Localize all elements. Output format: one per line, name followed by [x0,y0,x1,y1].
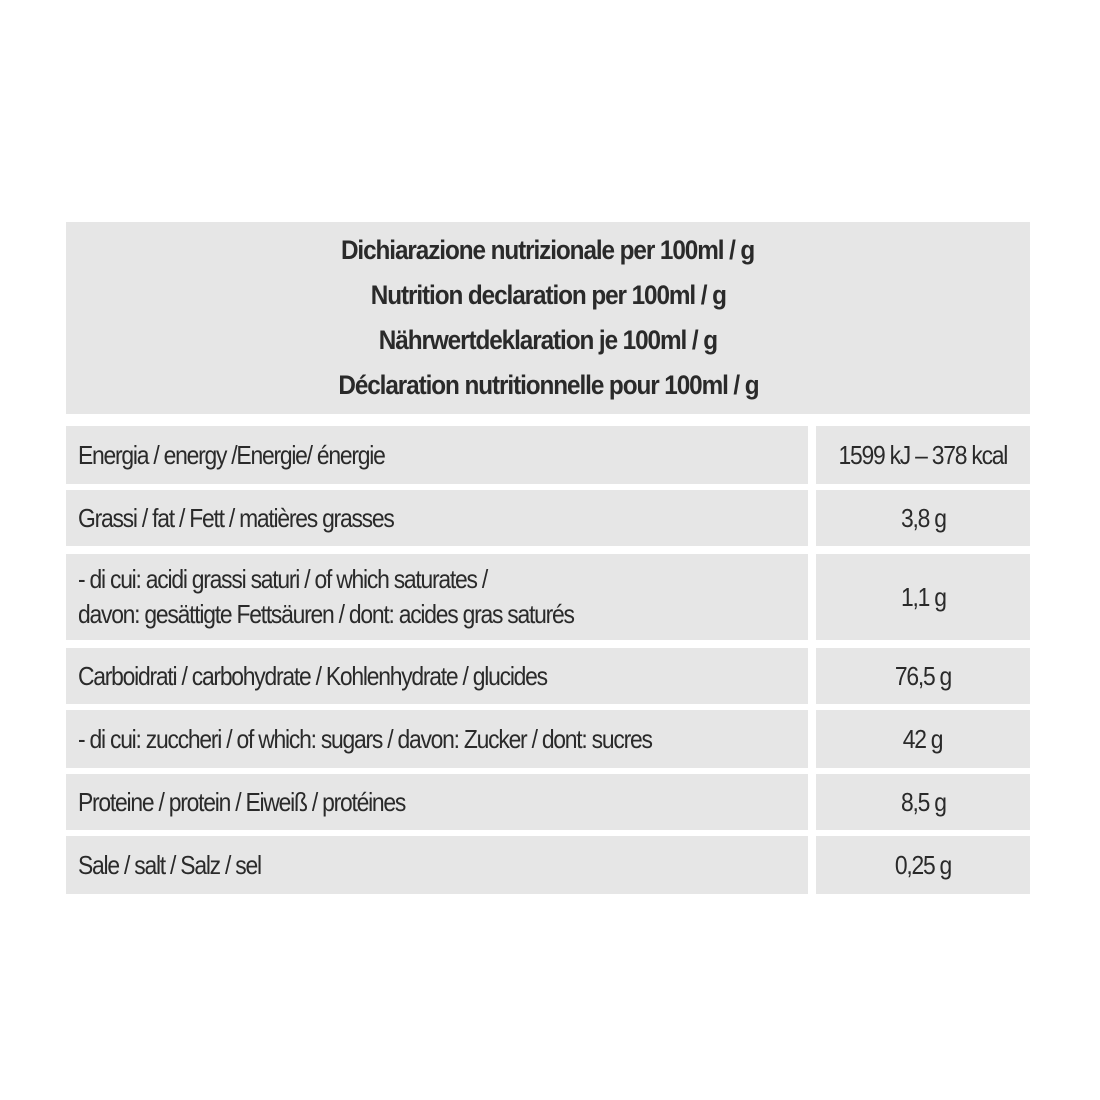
table-header: Dichiarazione nutrizionale per 100ml / g… [66,222,1030,414]
row-value: 76,5 g [816,648,1030,704]
table-row-saturates: - di cui: acidi grassi saturi / of which… [66,554,1030,640]
row-label: - di cui: acidi grassi saturi / of which… [66,554,808,640]
row-label: Sale / salt / Salz / sel [66,836,808,894]
label-text: Grassi / fat / Fett / matières grasses [78,502,395,533]
row-label: Grassi / fat / Fett / matières grasses [66,490,808,546]
label-text: Energia / energy /Energie/ énergie [78,439,386,470]
label-text: - di cui: zuccheri / of which: sugars / … [78,723,653,754]
table-row-salt: Sale / salt / Salz / sel 0,25 g [66,836,1030,894]
header-title-en: Nutrition declaration per 100ml / g [370,280,726,310]
row-value: 8,5 g [816,774,1030,830]
table-row-fat: Grassi / fat / Fett / matières grasses 3… [66,490,1030,546]
row-value: 3,8 g [816,490,1030,546]
value-text: 0,25 g [894,849,952,880]
row-value: 1599 kJ – 378 kcal [816,426,1030,484]
label-text: Sale / salt / Salz / sel [78,849,262,880]
header-title-de: Nährwertdeklaration je 100ml / g [378,325,718,355]
row-label: - di cui: zuccheri / of which: sugars / … [66,710,808,768]
row-label: Proteine / protein / Eiweiß / protéines [66,774,808,830]
row-label: Energia / energy /Energie/ énergie [66,426,808,484]
row-value: 0,25 g [816,836,1030,894]
value-text: 42 g [903,723,944,754]
table-row-energy: Energia / energy /Energie/ énergie 1599 … [66,426,1030,484]
label-text: Carboidrati / carbohydrate / Kohlenhydra… [78,660,548,691]
label-text: - di cui: acidi grassi saturi / of which… [78,564,488,594]
header-title-fr: Déclaration nutritionnelle pour 100ml / … [337,370,759,400]
row-value: 42 g [816,710,1030,768]
table-row-sugars: - di cui: zuccheri / of which: sugars / … [66,710,1030,768]
header-title-it: Dichiarazione nutrizionale per 100ml / g [341,235,755,265]
label-text: davon: gesättigte Fettsäuren / dont: aci… [78,599,575,629]
table-row-protein: Proteine / protein / Eiweiß / protéines … [66,774,1030,830]
row-label: Carboidrati / carbohydrate / Kohlenhydra… [66,648,808,704]
value-text: 1599 kJ – 378 kcal [838,439,1009,470]
value-text: 76,5 g [894,660,952,691]
label-text: Proteine / protein / Eiweiß / protéines [78,786,406,817]
value-text: 8,5 g [900,786,947,817]
table-row-carbohydrate: Carboidrati / carbohydrate / Kohlenhydra… [66,648,1030,704]
value-text: 1,1 g [900,581,947,612]
row-value: 1,1 g [816,554,1030,640]
value-text: 3,8 g [900,502,947,533]
